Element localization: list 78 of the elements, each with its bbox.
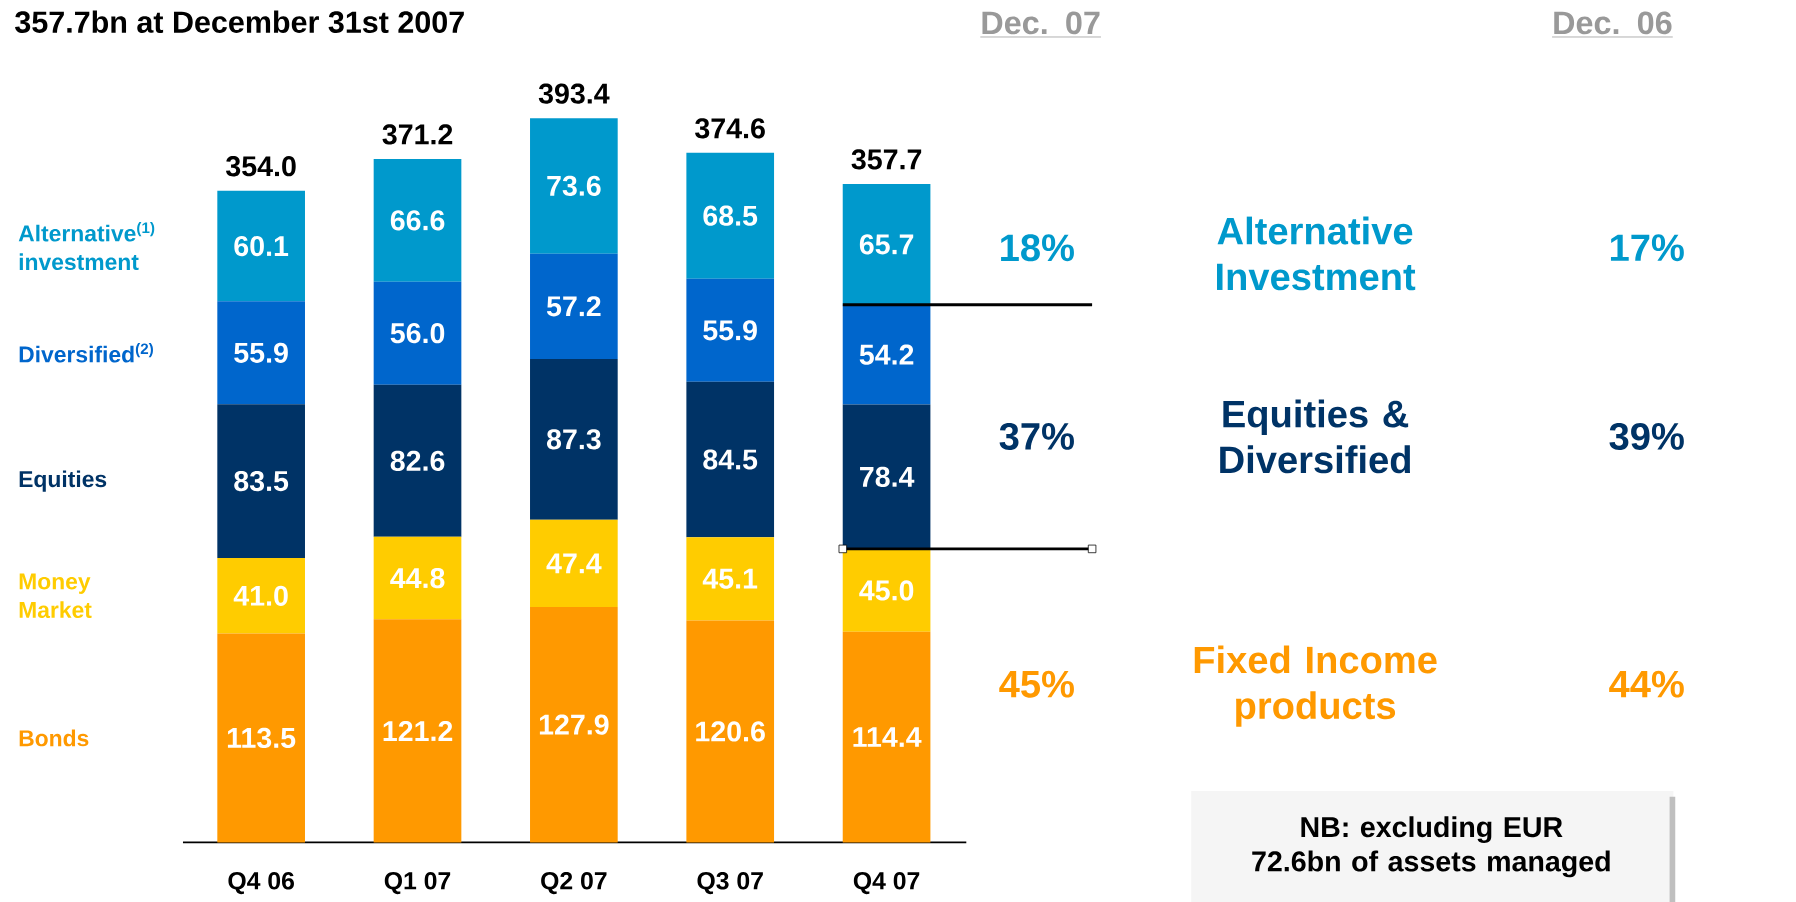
- data-label: 55.9: [234, 342, 288, 363]
- bar: [842, 183, 931, 305]
- bar: [842, 404, 931, 549]
- bar: [530, 519, 618, 607]
- data-label: 55.9: [703, 319, 757, 341]
- x-tick-label: Q1 07: [384, 871, 451, 894]
- bar: [686, 381, 775, 538]
- data-label: 60.1: [234, 235, 289, 256]
- text: 45%: [999, 670, 1074, 698]
- data-label: 41.0: [233, 585, 288, 606]
- data-label: 121.2: [383, 720, 453, 741]
- x-tick-label: Q3 07: [697, 871, 763, 894]
- data-label: 113.5: [227, 727, 296, 748]
- data-label: 73.6: [547, 175, 601, 196]
- data-label: 68.5: [703, 205, 758, 226]
- total-label: 374.6: [695, 117, 765, 139]
- text: Alternative$^{(1)}$ investment: [18, 221, 155, 270]
- data-label: 45.0: [859, 580, 914, 601]
- bar: [217, 190, 305, 302]
- data-label: 84.5: [703, 449, 758, 470]
- bar: [686, 278, 775, 382]
- x-tick-label: Q2 07: [541, 871, 607, 894]
- data-label: 44.8: [390, 567, 445, 588]
- data-label: 65.7: [859, 233, 914, 255]
- data-label: 56.0: [390, 322, 445, 344]
- text: 37%: [999, 422, 1074, 450]
- text: Money Market: [19, 573, 92, 618]
- data-label: 83.5: [234, 470, 289, 491]
- text: Dec. 07: [982, 11, 1100, 35]
- bar: [686, 537, 775, 621]
- data-label: 57.2: [546, 295, 601, 317]
- data-label: 54.2: [859, 344, 914, 365]
- bar: [373, 536, 462, 620]
- text: Equities: [19, 470, 107, 492]
- data-label: 87.3: [546, 428, 601, 450]
- data-label: 78.4: [860, 466, 915, 487]
- text: Diversified$^{(2)}$: [19, 342, 153, 363]
- bar: [373, 384, 462, 537]
- data-label: 114.4: [853, 726, 922, 747]
- total-label: 357.7: [851, 149, 922, 170]
- x-tick-label: Q4 07: [853, 871, 920, 894]
- bar: [842, 631, 931, 843]
- total-label: 354.0: [226, 155, 296, 177]
- bar: [217, 404, 305, 558]
- data-label: 120.6: [696, 721, 765, 742]
- text: 17%: [1610, 234, 1684, 261]
- total-label: 371.2: [382, 124, 453, 145]
- chart-title: 357.7bn at December 31st 2007: [15, 10, 464, 33]
- bar: [217, 557, 305, 634]
- text: Bonds: [19, 729, 89, 747]
- text: Equities & Diversified: [1220, 399, 1411, 474]
- data-label: 66.6: [390, 209, 445, 231]
- bar: [530, 253, 618, 359]
- total-label: 393.4: [538, 83, 610, 104]
- bar: [686, 152, 775, 279]
- bar: [530, 358, 618, 520]
- x-tick-label: Q4 06: [228, 871, 294, 894]
- bar: [373, 619, 462, 843]
- text: Fixed Income products: [1194, 645, 1437, 727]
- data-label: 47.4: [546, 553, 602, 573]
- data-label: 82.6: [390, 450, 445, 471]
- text: Dec. 06: [1554, 11, 1672, 35]
- bar: [530, 117, 618, 254]
- text: NB: excluding EUR 72.6bn of assets managed: [1252, 816, 1610, 878]
- bar: [842, 304, 931, 405]
- bar: [530, 606, 618, 843]
- data-label: 127.9: [539, 714, 609, 735]
- data-label: 45.1: [702, 568, 758, 589]
- text: Alternative Investment: [1217, 216, 1416, 291]
- bar: [686, 620, 775, 843]
- bar: [373, 158, 462, 282]
- text: 39%: [1609, 422, 1684, 450]
- bar: [217, 301, 305, 405]
- text: 44%: [1609, 670, 1684, 698]
- bar: [842, 548, 931, 632]
- bar: [217, 633, 305, 843]
- text: 18%: [1001, 234, 1074, 262]
- bar: [373, 281, 462, 385]
